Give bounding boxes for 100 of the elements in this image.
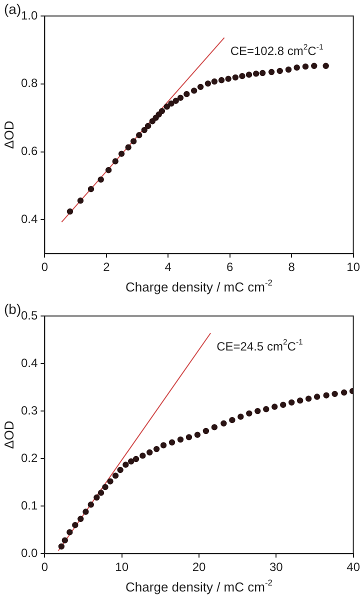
point: [66, 208, 74, 215]
point: [160, 442, 167, 448]
point: [332, 390, 338, 398]
x-tick-label: 10: [346, 260, 360, 274]
point: [58, 543, 65, 550]
point: [168, 100, 174, 107]
point: [184, 90, 190, 98]
point: [88, 502, 94, 508]
point: [177, 94, 184, 101]
point: [218, 77, 225, 84]
y-tick-label: 0.3: [20, 403, 38, 418]
point: [128, 458, 134, 465]
point: [66, 529, 73, 536]
point: [153, 446, 160, 452]
point: [186, 434, 192, 440]
y-tick-label: 0.8: [20, 76, 38, 90]
point: [254, 408, 261, 414]
point: [197, 84, 204, 90]
point: [246, 410, 252, 417]
point: [322, 62, 329, 69]
point: [172, 98, 179, 104]
point: [302, 63, 309, 70]
point: [77, 198, 84, 204]
point: [177, 436, 184, 443]
point: [253, 70, 260, 77]
point: [158, 108, 166, 114]
point: [204, 80, 212, 87]
point: [305, 396, 312, 402]
point: [118, 150, 125, 157]
x-tick-label: 8: [288, 260, 296, 274]
point: [246, 72, 252, 78]
point: [94, 494, 100, 501]
point: [72, 522, 78, 528]
point: [144, 122, 152, 130]
x-tick-label: 2: [103, 260, 110, 274]
point: [140, 452, 146, 459]
point: [211, 424, 218, 430]
point: [259, 70, 266, 76]
x-tick-label: 20: [192, 560, 206, 574]
point: [211, 78, 218, 85]
point: [130, 138, 137, 144]
point: [125, 144, 132, 150]
point: [263, 406, 270, 412]
point: [194, 432, 201, 438]
point: [285, 66, 292, 73]
point: [296, 397, 304, 404]
point: [122, 462, 129, 468]
point: [105, 167, 112, 174]
y-tick-label: 0.0: [20, 546, 38, 560]
y-axis-title: ΔOD: [2, 420, 17, 449]
point: [78, 516, 84, 522]
y-tick-label: 0.2: [20, 450, 38, 465]
point: [314, 394, 320, 400]
x-tick-label: 30: [269, 560, 284, 574]
point: [280, 402, 286, 408]
y-tick-label: 0.6: [20, 144, 38, 158]
point: [62, 537, 68, 544]
x-tick-label: 0: [41, 560, 48, 574]
point: [88, 186, 94, 192]
point: [294, 64, 300, 71]
point: [238, 414, 244, 420]
y-tick-label: 0.4: [20, 356, 38, 370]
point: [136, 132, 142, 138]
point: [112, 158, 118, 164]
point: [112, 472, 119, 479]
x-tick-label: 4: [164, 260, 172, 274]
chart-title: (b): [4, 300, 22, 317]
point: [102, 484, 108, 490]
x-tick-label: 6: [226, 260, 234, 274]
point: [107, 478, 114, 484]
point: [340, 389, 348, 396]
point: [229, 416, 236, 424]
point: [141, 126, 148, 134]
point: [232, 74, 239, 81]
y-tick-label: 0.1: [20, 498, 38, 512]
point: [98, 176, 104, 183]
y-tick-label: 0.5: [20, 308, 38, 322]
x-tick-label: 40: [346, 560, 360, 574]
point: [98, 490, 104, 496]
point: [146, 449, 153, 456]
chart-title: (a): [4, 0, 22, 17]
point: [117, 466, 124, 474]
y-tick-label: 0.4: [20, 212, 38, 226]
point: [225, 76, 232, 82]
point: [268, 68, 275, 76]
x-tick-label: 0: [41, 260, 48, 274]
point: [239, 72, 246, 80]
point: [82, 508, 89, 515]
point: [168, 439, 176, 446]
point: [220, 420, 227, 426]
y-tick-label: 1.0: [20, 8, 38, 22]
point: [132, 456, 140, 462]
point: [190, 88, 198, 94]
point: [276, 68, 283, 74]
y-axis-title: ΔOD: [2, 120, 17, 149]
point: [272, 404, 278, 410]
point: [323, 392, 330, 398]
point: [164, 104, 170, 110]
point: [311, 62, 318, 69]
point: [202, 428, 210, 434]
